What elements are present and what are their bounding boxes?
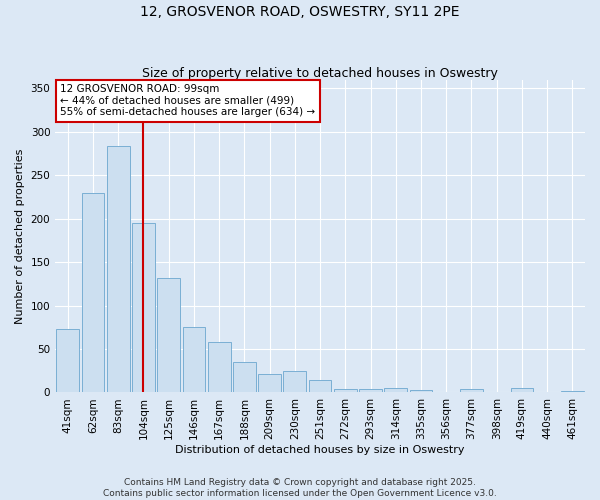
Text: Contains HM Land Registry data © Crown copyright and database right 2025.
Contai: Contains HM Land Registry data © Crown c… (103, 478, 497, 498)
Text: 12, GROSVENOR ROAD, OSWESTRY, SY11 2PE: 12, GROSVENOR ROAD, OSWESTRY, SY11 2PE (140, 5, 460, 19)
Bar (511, 388, 533, 392)
Bar (56, 329, 79, 392)
Bar (258, 374, 281, 392)
Bar (359, 389, 382, 392)
Bar (309, 380, 331, 392)
Text: 12 GROSVENOR ROAD: 99sqm
← 44% of detached houses are smaller (499)
55% of semi-: 12 GROSVENOR ROAD: 99sqm ← 44% of detach… (61, 84, 316, 117)
Bar (82, 192, 104, 392)
Bar (334, 389, 356, 392)
X-axis label: Distribution of detached houses by size in Oswestry: Distribution of detached houses by size … (175, 445, 465, 455)
Bar (410, 390, 433, 392)
Bar (208, 342, 230, 392)
Bar (157, 278, 180, 392)
Y-axis label: Number of detached properties: Number of detached properties (15, 148, 25, 324)
Bar (283, 370, 306, 392)
Bar (132, 223, 155, 392)
Bar (385, 388, 407, 392)
Bar (460, 389, 483, 392)
Bar (233, 362, 256, 392)
Title: Size of property relative to detached houses in Oswestry: Size of property relative to detached ho… (142, 66, 498, 80)
Bar (561, 390, 584, 392)
Bar (182, 328, 205, 392)
Bar (107, 146, 130, 392)
